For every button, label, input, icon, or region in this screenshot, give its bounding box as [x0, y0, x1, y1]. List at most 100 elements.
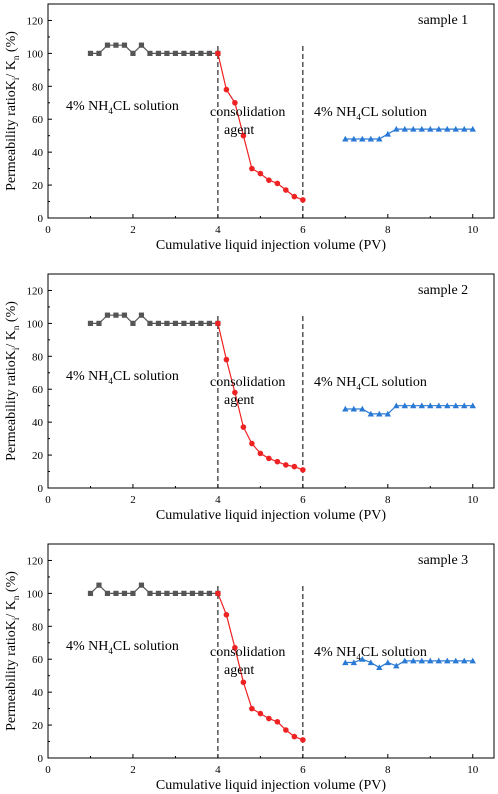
data-point-circle	[291, 733, 298, 740]
y-tick-label: 80	[32, 81, 44, 93]
data-point-square	[164, 590, 170, 596]
data-point-square	[87, 590, 94, 596]
sample-label: sample 2	[418, 283, 468, 298]
x-axis-title: Cumulative liquid injection volume (PV)	[156, 238, 387, 253]
data-point-square	[164, 320, 170, 326]
data-point-circle	[291, 193, 298, 200]
x-tick-label: 2	[130, 764, 136, 776]
x-tick-label: 4	[215, 224, 221, 236]
data-point-triangle	[444, 125, 451, 132]
data-point-triangle	[359, 405, 366, 412]
data-point-square	[181, 320, 187, 326]
data-point-square	[206, 50, 213, 56]
y-tick-label: 60	[32, 114, 44, 126]
x-tick-label: 6	[300, 224, 306, 236]
data-point-triangle	[350, 135, 358, 142]
data-point-triangle	[367, 410, 375, 417]
data-point-square	[164, 50, 170, 56]
data-point-square	[104, 590, 111, 596]
data-point-triangle	[376, 410, 383, 417]
data-point-triangle	[359, 135, 366, 142]
data-point-circle	[223, 86, 230, 93]
data-point-triangle	[342, 405, 349, 412]
data-point-square	[130, 50, 136, 56]
data-point-square	[96, 582, 102, 588]
series-line-triangle	[345, 405, 473, 415]
data-point-triangle	[427, 402, 434, 409]
data-point-triangle	[435, 657, 442, 664]
data-point-triangle	[418, 125, 425, 132]
data-point-circle	[240, 679, 247, 686]
data-point-circle	[300, 737, 306, 743]
x-axis-title: Cumulative liquid injection volume (PV)	[156, 508, 387, 523]
data-point-triangle	[359, 656, 366, 662]
data-point-circle	[274, 718, 281, 725]
plot-frame	[47, 543, 495, 759]
data-point-square	[121, 312, 128, 318]
data-point-triangle	[342, 135, 349, 142]
x-tick-label: 10	[467, 224, 479, 236]
data-point-square	[138, 582, 145, 588]
x-axis-title: Cumulative liquid injection volume (PV)	[156, 778, 387, 793]
data-point-square	[155, 320, 162, 326]
y-tick-label: 40	[32, 417, 44, 429]
data-point-triangle	[461, 125, 468, 132]
data-point-circle	[257, 450, 264, 457]
series-line-triangle	[345, 128, 473, 140]
annotation-left: 4% NH4CL solution	[66, 639, 179, 656]
y-tick-label: 100	[27, 318, 44, 330]
plot-frame	[47, 273, 495, 489]
data-point-circle	[257, 710, 264, 717]
data-point-square	[181, 590, 187, 596]
x-tick-label: 2	[130, 494, 136, 506]
data-point-triangle	[418, 657, 425, 664]
data-point-circle	[249, 705, 255, 712]
data-point-square	[113, 312, 119, 318]
x-tick-label: 8	[385, 764, 391, 776]
y-tick-label: 0	[38, 753, 44, 765]
data-point-square	[155, 590, 162, 596]
data-point-triangle	[350, 405, 358, 412]
data-point-square	[104, 312, 111, 318]
data-point-circle	[215, 50, 221, 57]
x-tick-label: 0	[45, 224, 51, 236]
data-point-square	[189, 50, 196, 56]
y-tick-label: 40	[32, 147, 44, 159]
y-tick-label: 0	[38, 213, 44, 225]
data-point-square	[147, 320, 153, 326]
data-point-circle	[283, 727, 289, 733]
data-point-square	[130, 320, 136, 326]
data-point-triangle	[444, 657, 451, 664]
data-point-triangle	[376, 135, 383, 142]
annotation-middle-line: consolidation	[210, 645, 285, 660]
data-point-square	[189, 320, 196, 326]
y-tick-label: 40	[32, 687, 44, 699]
annotation-right: 4% NH4CL solution	[314, 375, 427, 392]
data-point-square	[147, 590, 153, 596]
data-point-triangle	[393, 402, 400, 409]
annotation-middle-line: consolidation	[210, 105, 285, 120]
data-point-triangle	[461, 402, 468, 409]
x-tick-label: 6	[300, 764, 306, 776]
x-tick-label: 10	[467, 494, 479, 506]
data-point-circle	[232, 389, 238, 396]
data-point-circle	[215, 590, 221, 597]
data-point-square	[198, 320, 204, 326]
data-point-circle	[274, 458, 281, 465]
data-point-circle	[223, 356, 230, 363]
y-tick-label: 60	[32, 384, 44, 396]
data-point-circle	[223, 611, 230, 618]
x-tick-label: 8	[385, 224, 391, 236]
y-tick-label: 80	[32, 351, 44, 363]
annotation-left: 4% NH4CL solution	[66, 369, 179, 386]
data-point-triangle	[384, 130, 392, 137]
y-tick-label: 60	[32, 654, 44, 666]
data-point-triangle	[427, 657, 434, 664]
data-point-square	[172, 320, 179, 326]
series-line-square	[90, 314, 218, 325]
data-point-square	[138, 42, 145, 48]
data-point-triangle	[427, 125, 434, 132]
data-point-triangle	[410, 402, 417, 409]
data-point-triangle	[410, 657, 417, 664]
